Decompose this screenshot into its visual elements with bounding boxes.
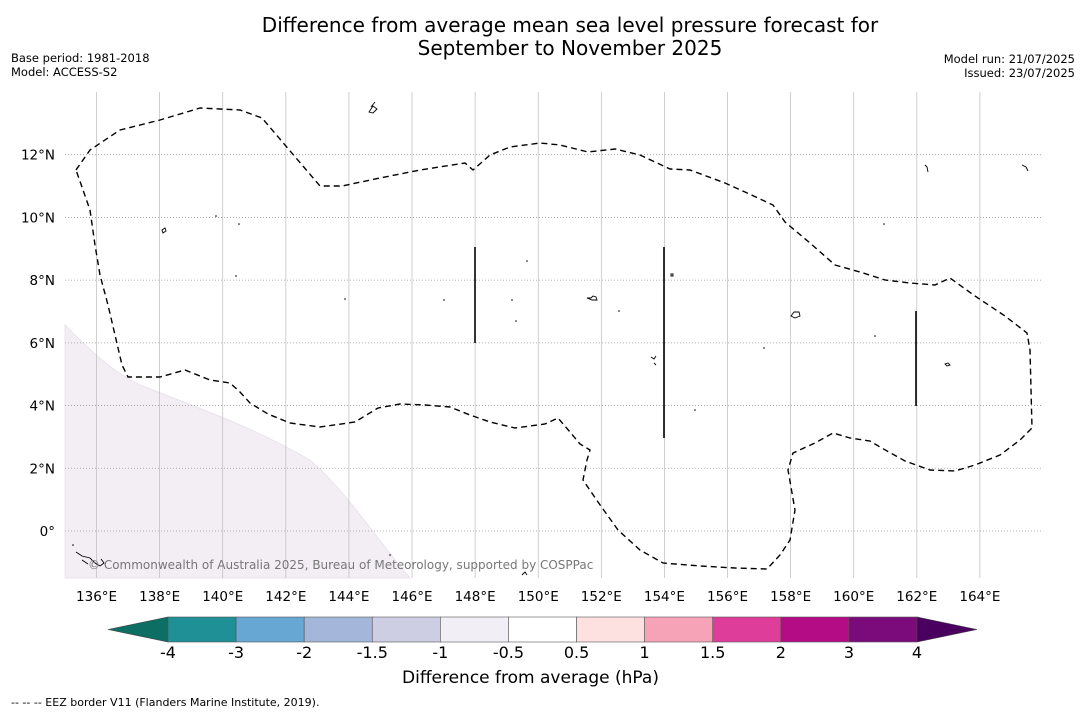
- copyright-notice: © Commonwealth of Australia 2025, Bureau…: [88, 558, 594, 572]
- colorbar-tick-label: -4: [160, 643, 176, 662]
- eez-footnote: -- -- -- EEZ border V11 (Flanders Marine…: [11, 696, 320, 709]
- colorbar-swatch: [576, 616, 645, 643]
- colorbar-tick-label: 4: [912, 643, 922, 662]
- longitude-label: 136°E: [76, 589, 117, 605]
- latitude-label: 0°: [40, 524, 55, 540]
- longitude-label: 164°E: [959, 589, 1000, 605]
- colorbar-tick-label: -2: [296, 643, 312, 662]
- colorbar-swatch: [848, 616, 918, 643]
- colorbar-tick-label: 1: [640, 643, 650, 662]
- colorbar-tick-label: -3: [228, 643, 244, 662]
- title-line-1: Difference from average mean sea level p…: [261, 13, 879, 37]
- title-line-2: September to November 2025: [417, 36, 723, 60]
- colorbar: [107, 616, 978, 643]
- longitude-label: 150°E: [518, 589, 559, 605]
- colorbar-tick-label: 2: [776, 643, 786, 662]
- longitude-label: 148°E: [455, 589, 496, 605]
- model-run: Model run: 21/07/2025: [943, 52, 1075, 66]
- colorbar-tick-labels: -4 -3 -2 -1.5 -1 -0.5 0.5 1 1.5 2 3 4: [160, 643, 922, 662]
- colorbar-title: Difference from average (hPa): [402, 668, 659, 688]
- latitude-label: 8°N: [30, 273, 55, 289]
- longitude-label: 156°E: [707, 589, 748, 605]
- colorbar-swatch: [644, 616, 714, 643]
- island-dots: [72, 215, 885, 556]
- longitude-labels: 136°E 138°E 140°E 142°E 144°E 146°E 148°E 150°E…: [76, 589, 1000, 605]
- latitude-label: 10°N: [21, 210, 55, 226]
- base-period: Base period: 1981-2018: [11, 51, 150, 65]
- chart-title: Difference from average mean sea level p…: [0, 14, 1085, 60]
- meta-left: Base period: 1981-2018 Model: ACCESS-S2: [11, 51, 150, 79]
- longitude-label: 158°E: [770, 589, 811, 605]
- colorbar-swatch: [371, 616, 441, 643]
- colorbar-tick-label: 1.5: [700, 643, 725, 662]
- longitude-label: 154°E: [644, 589, 685, 605]
- colorbar-tick-label: -1.5: [357, 643, 388, 662]
- islands: [75, 101, 1029, 576]
- latitude-label: 2°N: [30, 461, 55, 477]
- issued-date: Issued: 23/07/2025: [964, 66, 1075, 80]
- latitude-label: 4°N: [30, 399, 55, 415]
- model-name: Model: ACCESS-S2: [11, 65, 118, 79]
- longitude-label: 146°E: [392, 589, 433, 605]
- longitude-label: 142°E: [265, 589, 306, 605]
- colorbar-swatch: [508, 616, 577, 643]
- colorbar-swatch: [235, 616, 305, 643]
- colorbar-tick-label: 0.5: [564, 643, 589, 662]
- latitude-label: 12°N: [21, 148, 55, 164]
- longitude-label: 162°E: [896, 589, 937, 605]
- colorbar-over-arrow: [916, 616, 978, 643]
- gridlines: [65, 92, 1043, 578]
- colorbar-swatch: [712, 616, 782, 643]
- colorbar-tick-label: -1: [432, 643, 448, 662]
- latitude-label: 6°N: [30, 336, 55, 352]
- meta-right: Model run: 21/07/2025 Issued: 23/07/2025: [944, 52, 1075, 80]
- colorbar-swatch: [440, 616, 509, 643]
- longitude-label: 144°E: [328, 589, 369, 605]
- longitude-label: 152°E: [581, 589, 622, 605]
- longitude-label: 138°E: [139, 589, 180, 605]
- colorbar-under-arrow: [107, 616, 169, 643]
- colorbar-tick-label: -0.5: [493, 643, 524, 662]
- colorbar-swatch: [167, 616, 237, 643]
- longitude-label: 160°E: [833, 589, 874, 605]
- shaded-region: [64, 324, 411, 579]
- colorbar-tick-label: 3: [844, 643, 854, 662]
- colorbar-swatch: [303, 616, 373, 643]
- colorbar-swatch: [780, 616, 850, 643]
- eez-border: [75, 107, 1033, 570]
- latitude-labels: 12°N 10°N 8°N 6°N 4°N 2°N 0°: [21, 148, 55, 540]
- longitude-label: 140°E: [202, 589, 243, 605]
